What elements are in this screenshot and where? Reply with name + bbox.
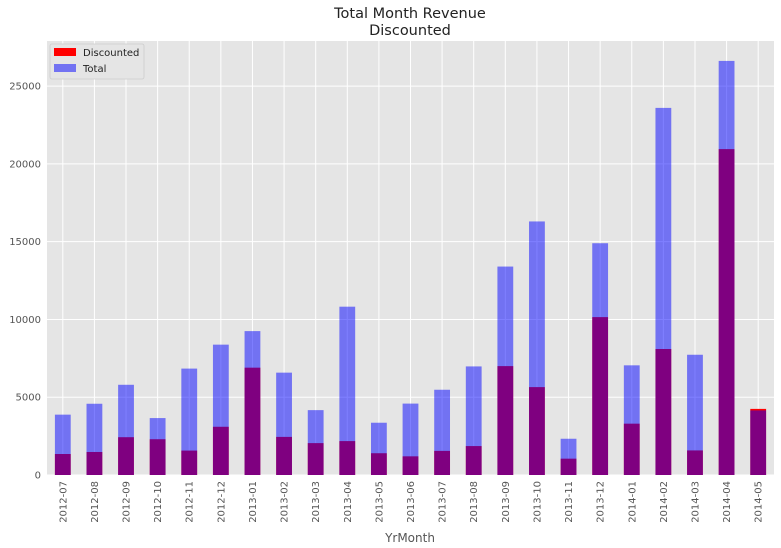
- bar-total: [592, 243, 609, 475]
- legend: Discounted Total: [49, 43, 145, 80]
- x-tick-label: 2013-05: [374, 481, 385, 523]
- y-tick-label: 5000: [16, 393, 41, 404]
- x-tick-label: 2012-09: [122, 481, 133, 523]
- y-axis-ticks: 0 5000 10000 15000 20000 25000: [9, 82, 41, 482]
- bar-total: [276, 372, 292, 475]
- bar-total: [244, 331, 261, 475]
- x-tick-label: 2014-05: [754, 481, 765, 523]
- x-tick-label: 2014-02: [659, 481, 670, 523]
- bar-total: [212, 344, 229, 475]
- bar-total: [118, 384, 134, 475]
- y-tick-label: 10000: [9, 315, 41, 326]
- x-tick-label: 2013-01: [248, 481, 259, 523]
- x-tick-label: 2013-06: [406, 481, 417, 523]
- bar-total: [655, 107, 672, 475]
- bar-total: [623, 365, 640, 475]
- x-tick-label: 2013-08: [469, 481, 480, 523]
- bar-total: [370, 422, 387, 475]
- x-tick-label: 2013-10: [532, 481, 543, 523]
- legend-swatch-total: [54, 64, 76, 72]
- y-tick-label: 15000: [9, 237, 41, 248]
- x-tick-label: 2013-07: [438, 481, 449, 523]
- x-axis-label: YrMonth: [384, 531, 435, 545]
- x-tick-label: 2012-11: [185, 481, 196, 523]
- x-tick-label: 2013-02: [280, 481, 291, 523]
- bar-total: [497, 266, 514, 475]
- y-tick-label: 0: [35, 471, 41, 482]
- legend-label-total: Total: [82, 64, 106, 75]
- y-tick-label: 20000: [9, 159, 41, 170]
- bar-total: [750, 410, 767, 475]
- bar-total: [465, 366, 482, 475]
- x-tick-label: 2014-03: [690, 481, 701, 523]
- bar-total: [402, 403, 419, 475]
- x-tick-label: 2014-01: [627, 481, 638, 523]
- x-tick-label: 2012-08: [90, 481, 101, 523]
- y-tick-label: 25000: [9, 82, 41, 93]
- x-tick-label: 2014-04: [722, 481, 733, 523]
- x-tick-label: 2013-12: [596, 481, 607, 523]
- bar-total: [54, 414, 71, 475]
- chart-title-line-1: Total Month Revenue: [333, 6, 486, 22]
- x-axis-ticks: 2012-07 2012-08 2012-09 2012-10 2012-11 2012-…: [58, 481, 764, 523]
- bar-total: [560, 438, 577, 475]
- legend-label-discounted: Discounted: [83, 48, 139, 59]
- x-tick-label: 2013-09: [501, 481, 512, 523]
- bar-total: [149, 418, 166, 475]
- bar-total: [718, 60, 735, 476]
- x-tick-label: 2012-07: [58, 481, 69, 523]
- chart-title-line-2: Discounted: [369, 23, 451, 39]
- bar-total: [307, 410, 324, 475]
- bar-total: [434, 389, 451, 475]
- x-tick-label: 2013-11: [564, 481, 575, 523]
- x-tick-label: 2012-12: [216, 481, 227, 523]
- x-tick-label: 2013-04: [343, 481, 354, 523]
- bar-total: [86, 403, 103, 475]
- x-tick-label: 2013-03: [311, 481, 322, 523]
- bar-total: [339, 306, 356, 475]
- bar-total: [529, 221, 545, 475]
- bar-total: [687, 354, 703, 475]
- legend-swatch-discounted: [54, 48, 76, 56]
- total-series: [54, 60, 767, 476]
- bar-total: [181, 368, 198, 475]
- x-tick-label: 2012-10: [153, 481, 164, 523]
